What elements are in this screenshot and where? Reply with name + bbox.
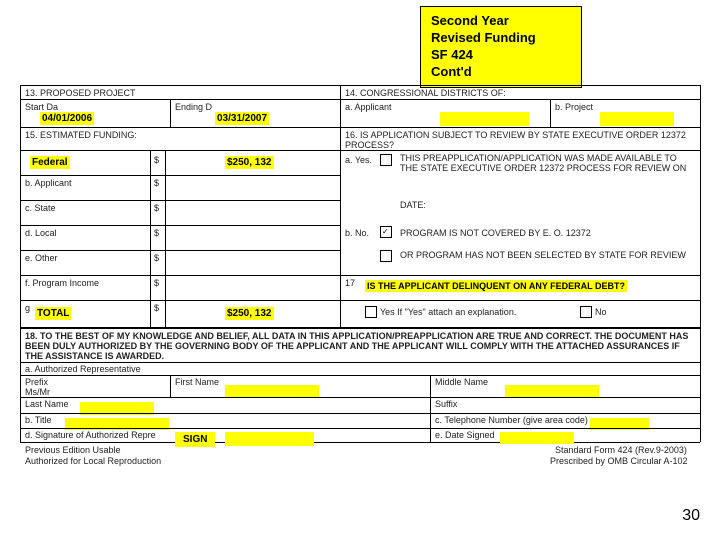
line-names: [20, 397, 700, 398]
s15-label: 15. ESTIMATED FUNDING:: [25, 130, 137, 140]
hl-delinquent: IS THE APPLICANT DELINQUENT ON ANY FEDER…: [365, 280, 627, 292]
prefix-label: Prefix: [25, 377, 48, 387]
dol-f: $: [154, 278, 159, 288]
row-other: e. Other: [25, 253, 58, 263]
row-state: c. State: [25, 203, 56, 213]
msmr: Ms/Mr: [25, 387, 50, 397]
v-datesigned: [430, 428, 431, 442]
chk-yes17[interactable]: [365, 306, 377, 318]
v-name1: [170, 375, 171, 397]
hl-amt1: $250, 132: [225, 156, 274, 169]
v-suffix: [430, 397, 431, 413]
auth-local: Authorized for Local Reproduction: [25, 456, 161, 466]
line-1: [20, 99, 700, 100]
startdate-label: Start Da: [25, 102, 58, 112]
line-lastname: [20, 413, 700, 414]
omb: Prescribed by OMB Circular A-102: [550, 456, 688, 466]
line-fe: [20, 275, 700, 276]
page-number: 30: [682, 507, 700, 525]
datesigned: e. Date Signed: [435, 430, 495, 440]
title-b: b. Title: [25, 415, 52, 425]
dol-g: $: [154, 303, 159, 313]
hl-sign: SIGN: [175, 432, 215, 447]
row-prog: f. Program Income: [25, 278, 99, 288]
hl-date1: 04/01/2006: [40, 112, 94, 125]
line-fd: [20, 250, 340, 251]
callout-box: Second Year Revised Funding SF 424 Cont'…: [420, 6, 582, 88]
line-fc: [20, 225, 340, 226]
no-b: b. No.: [345, 228, 369, 238]
authrep: a. Authorized Representative: [25, 364, 141, 374]
dol-e: $: [154, 253, 159, 263]
border-left: [20, 85, 21, 442]
line-fb: [20, 200, 340, 201]
border-bottom: [20, 442, 700, 443]
prev-edition: Previous Edition Usable: [25, 445, 121, 455]
callout-l1: Second Year: [431, 13, 571, 30]
hl-signblank: [225, 432, 314, 446]
preapp-text: THIS PREAPPLICATION/APPLICATION WAS MADE…: [400, 153, 695, 173]
line-2: [20, 127, 700, 128]
dol-a: $: [154, 155, 159, 165]
callout-l3: SF 424: [431, 47, 571, 64]
hl-amt2: $250, 132: [225, 307, 274, 320]
row-local: d. Local: [25, 228, 57, 238]
s13-label: 13. PROPOSED PROJECT: [25, 88, 136, 98]
tel-c: c. Telephone Number (give area code): [435, 415, 588, 425]
yes-a: a. Yes.: [345, 155, 372, 165]
hl-federal: Federal: [30, 156, 70, 169]
s17: 17: [345, 278, 355, 288]
line-18top: [20, 327, 700, 329]
line-title: [20, 428, 700, 429]
callout-l2: Revised Funding: [431, 30, 571, 47]
v-startend: [170, 99, 171, 127]
suffix-label: Suffix: [435, 399, 457, 409]
line-18a: [20, 362, 700, 363]
hl-applicant-blank: [440, 112, 529, 126]
s18-text: 18. TO THE BEST OF MY KNOWLEDGE AND BELI…: [25, 331, 695, 361]
project-b: b. Project: [555, 102, 593, 112]
s14-label: 14. CONGRESSIONAL DISTRICTS OF:: [345, 88, 506, 98]
lastname-label: Last Name: [25, 399, 69, 409]
dol-b: $: [154, 178, 159, 188]
middlename-label: Middle Name: [435, 377, 488, 387]
border-top: [20, 85, 700, 86]
sf424: Standard Form 424 (Rev.9-2003): [555, 445, 687, 455]
line-3: [20, 150, 700, 151]
chk-no1[interactable]: ✓: [380, 226, 392, 238]
line-fa: [20, 175, 340, 176]
notselected-text: OR PROGRAM HAS NOT BEEN SELECTED BY STAT…: [400, 250, 695, 260]
hl-total: TOTAL: [35, 307, 71, 320]
sig-d: d. Signature of Authorized Repre: [25, 430, 156, 440]
border-right: [700, 85, 701, 442]
date-label: DATE:: [400, 200, 426, 210]
v-tel: [430, 413, 431, 428]
line-ff: [20, 300, 700, 301]
chk-no2[interactable]: [380, 250, 392, 262]
notcovered-text: PROGRAM IS NOT COVERED BY E. O. 12372: [400, 228, 695, 238]
hl-datesigned: [500, 432, 574, 444]
v-ab: [550, 99, 551, 127]
callout-l4: Cont'd: [431, 64, 571, 81]
chk-yes[interactable]: [380, 154, 392, 166]
firstname-label: First Name: [175, 377, 219, 387]
row-g: g: [25, 303, 30, 313]
chk-no17[interactable]: [580, 306, 592, 318]
s16-label: 16. IS APPLICATION SUBJECT TO REVIEW BY …: [345, 130, 695, 150]
dol-d: $: [154, 228, 159, 238]
dol-c: $: [154, 203, 159, 213]
v-name2: [430, 375, 431, 397]
no-label: No: [595, 307, 607, 317]
hl-project-blank: [600, 112, 674, 126]
endingd-label: Ending D: [175, 102, 212, 112]
applicant-a: a. Applicant: [345, 102, 392, 112]
hl-date2: 03/31/2007: [215, 112, 269, 125]
line-18b: [20, 375, 700, 376]
mid-vline: [340, 85, 341, 327]
row-app: b. Applicant: [25, 178, 72, 188]
yesattach: Yes If "Yes" attach an explanation.: [380, 307, 516, 317]
